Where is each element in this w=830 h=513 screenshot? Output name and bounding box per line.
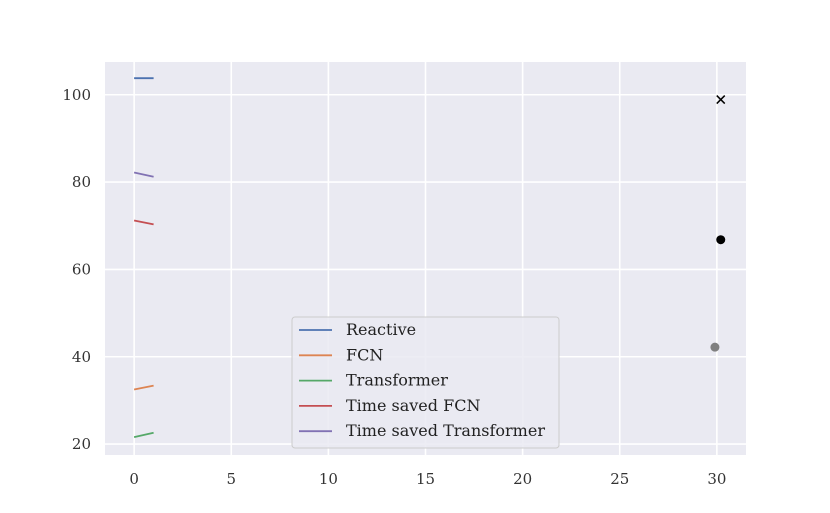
legend-label: Time saved FCN <box>346 396 480 415</box>
x-tick-label: 0 <box>129 470 139 488</box>
x-tick-label: 10 <box>319 470 338 488</box>
series-line <box>133 171 154 178</box>
x-tick-label: 20 <box>513 470 532 488</box>
x-tick-label: 15 <box>416 470 435 488</box>
legend-label: Reactive <box>346 320 416 339</box>
point-markers <box>710 95 726 352</box>
legend-box <box>291 316 560 449</box>
x-axis-ticks: 0 5 10 15 20 25 30 <box>129 470 726 488</box>
grid <box>105 62 746 455</box>
x-tick-label: 5 <box>226 470 236 488</box>
x-marker <box>716 95 726 105</box>
series-line <box>133 431 154 438</box>
circle-marker <box>716 235 726 245</box>
series-line <box>133 219 154 226</box>
legend-label: Transformer <box>346 371 448 390</box>
circle-marker <box>710 342 720 352</box>
y-tick-label: 40 <box>72 348 91 366</box>
series-line <box>133 384 154 391</box>
x-tick-label: 25 <box>610 470 629 488</box>
y-tick-label: 60 <box>72 260 91 278</box>
y-tick-label: 80 <box>72 173 91 191</box>
series-lines <box>133 77 154 438</box>
y-axis-ticks: 20 40 60 80 100 <box>62 86 91 453</box>
legend-label: FCN <box>346 345 383 364</box>
x-tick-label: 30 <box>707 470 726 488</box>
y-tick-label: 100 <box>62 86 91 104</box>
y-tick-label: 20 <box>72 435 91 453</box>
legend-label: Time saved Transformer <box>346 421 545 440</box>
legend: Reactive FCN Transformer Time saved FCN Time… <box>291 316 560 449</box>
